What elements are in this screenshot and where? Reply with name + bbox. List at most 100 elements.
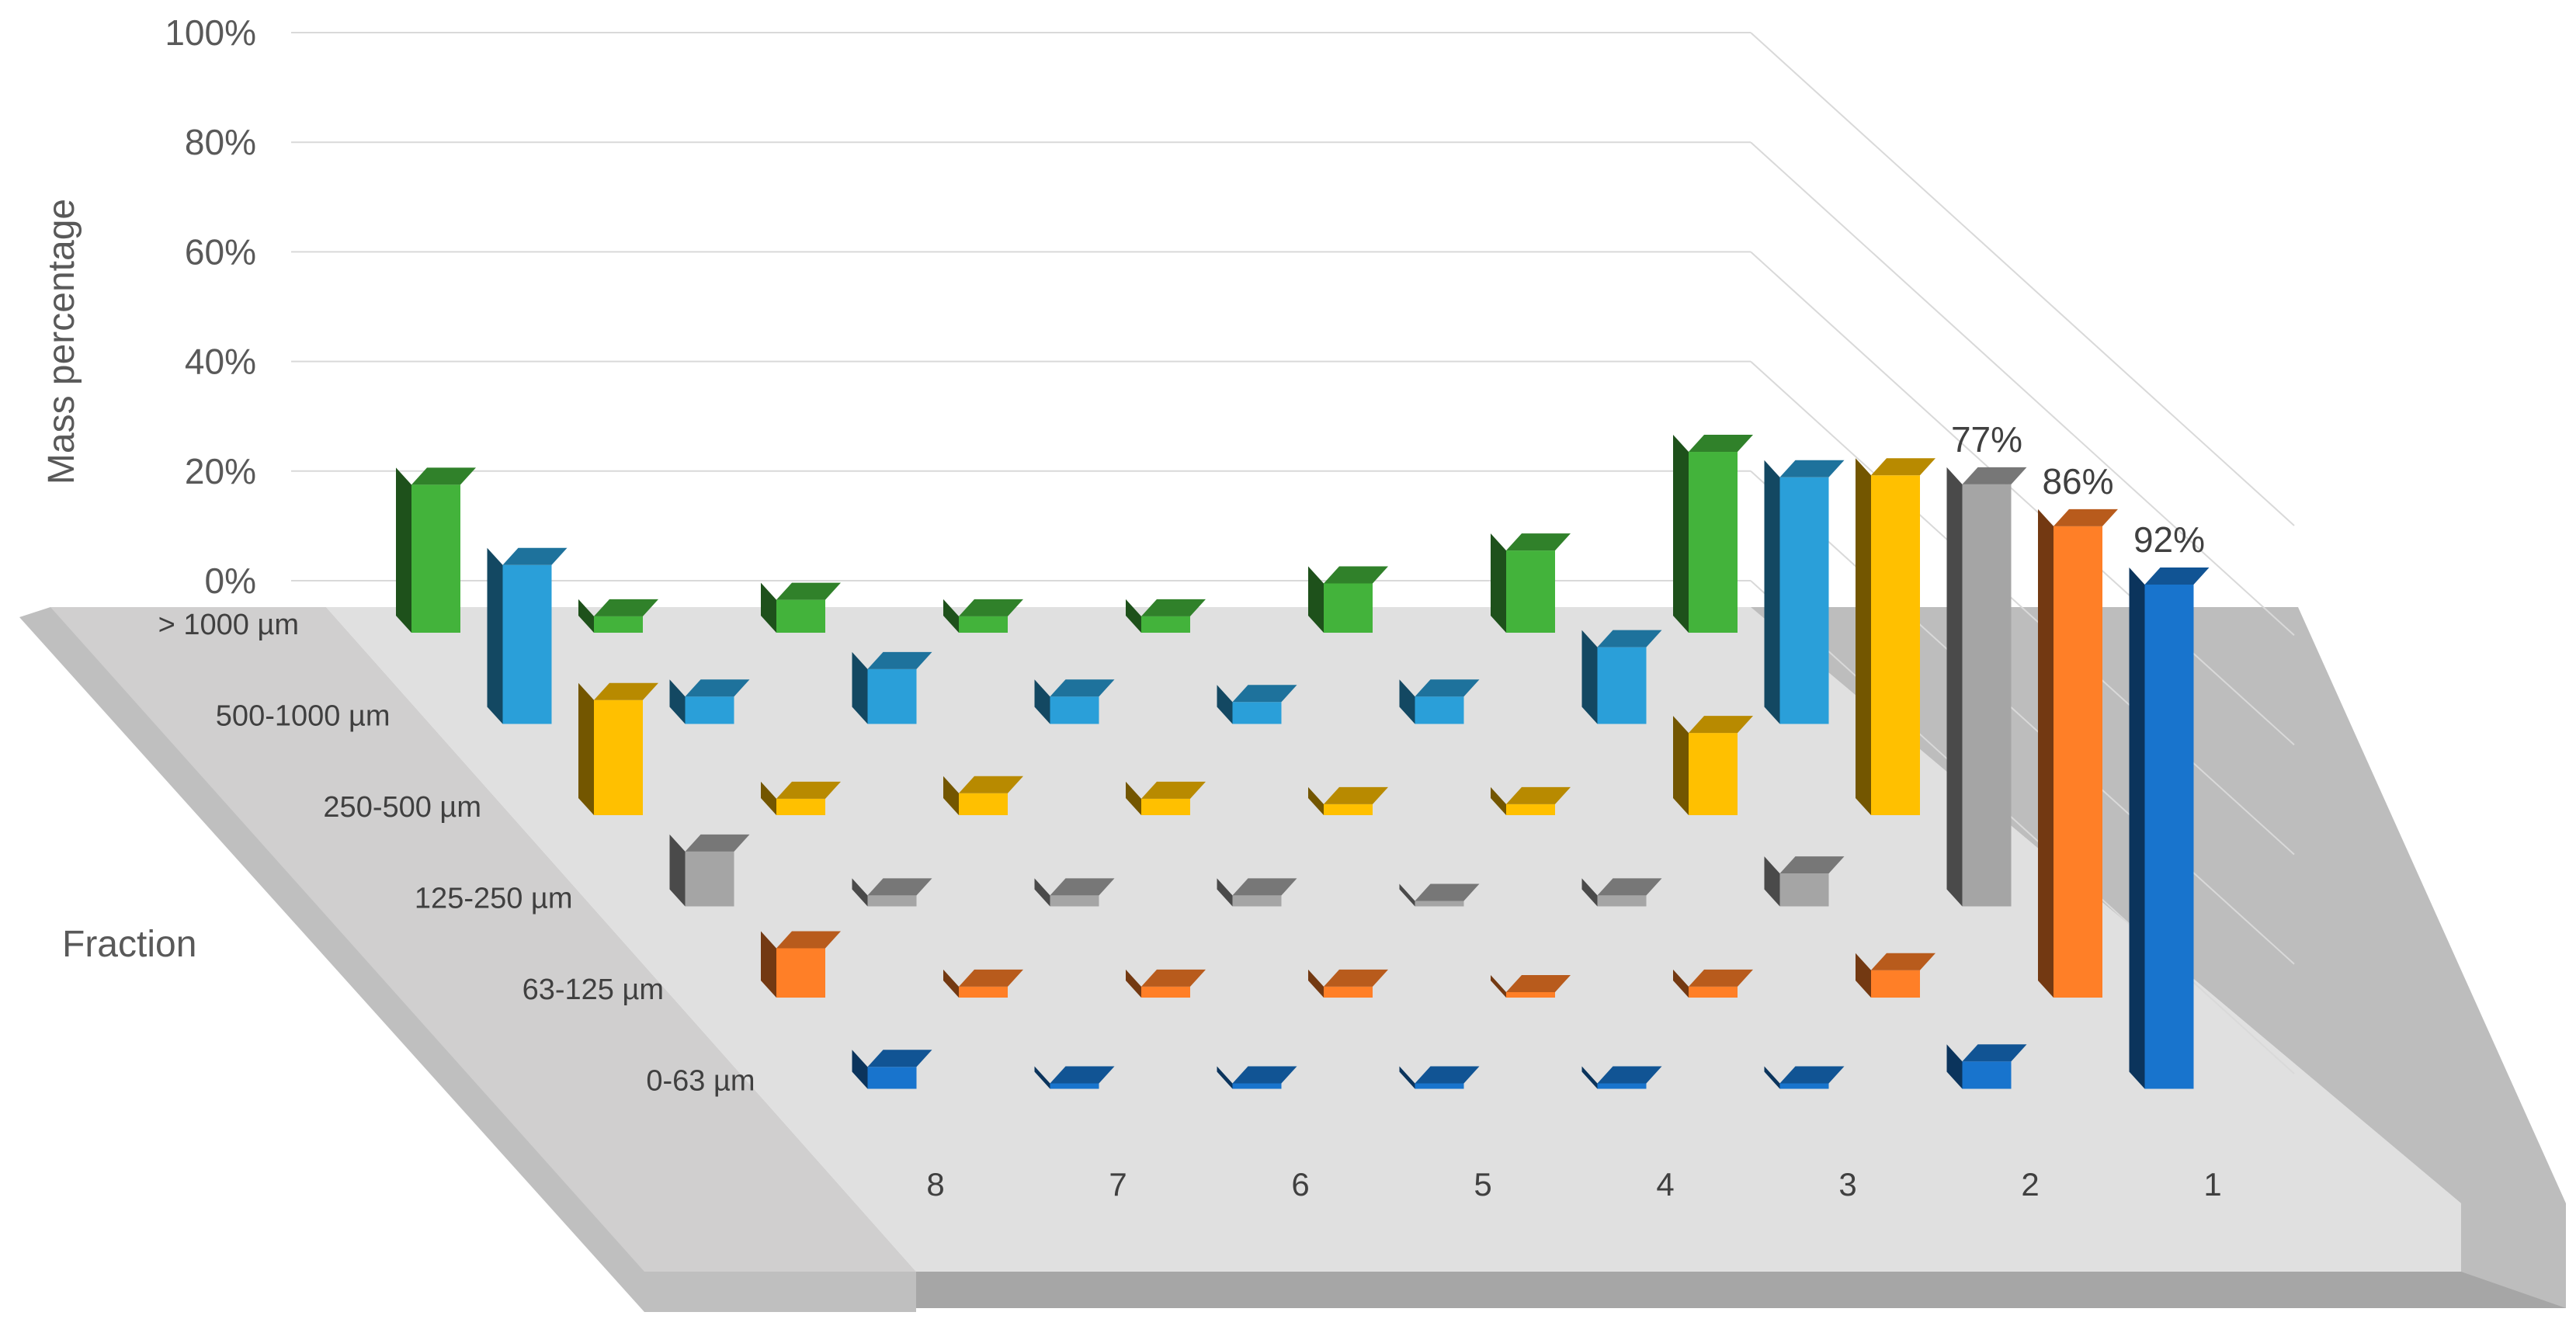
y-axis-ticks: 0% 20% 40% 60% 80% 100% [165,12,256,601]
bar-top [1871,458,1935,476]
bar-top [1506,786,1571,804]
series-label: 0-63 µm [646,1065,755,1098]
bar-front [1689,452,1738,633]
bar-top [1050,878,1115,896]
bar [1399,1066,1480,1089]
bar [2129,567,2210,1089]
bar-top [1779,856,1845,874]
bar [1946,467,2027,907]
bar-side [1673,435,1689,633]
bar-top [959,599,1023,616]
bar-front [1689,733,1738,815]
gridline-side [1750,251,2295,746]
bar-side [852,651,868,724]
bar-front [1324,804,1373,815]
category-label: 6 [1291,1166,1309,1203]
bar-top [411,467,476,485]
bar-side [1581,1066,1598,1089]
bar-top [1324,969,1388,987]
bar [1217,1066,1297,1089]
bar-front [1871,970,1920,998]
bar-side [1308,786,1324,815]
category-labels: 8 7 6 5 4 3 2 1 [926,1166,2221,1203]
bar-front [1962,484,2012,907]
bar [943,599,1023,633]
bar-front [959,616,1008,633]
bar-front [502,564,552,724]
bar [1217,685,1297,724]
bar-side [1399,883,1415,907]
row-labels: > 1000 µm 500-1000 µm 250-500 µm 125-250 µm… [158,609,755,1098]
series-label: 63-125 µm [522,974,664,1006]
bar-front [1506,991,1555,998]
bar-side [1491,533,1506,633]
bar-front [1871,475,1920,815]
bar-front [685,851,734,907]
y-tick-label: 60% [185,231,256,272]
bar-top [1141,781,1206,799]
bar-front [959,986,1008,998]
bar-side [669,679,686,724]
floor-left-band [50,607,916,1272]
bar-front [1324,583,1373,633]
bar-side [852,878,868,907]
bar [1126,599,1206,633]
bar [852,1050,932,1089]
bar-side [761,931,776,998]
series-axis-title: Fraction [62,924,196,965]
bar-side [1126,599,1141,633]
bar [1217,878,1297,907]
y-tick-label: 0% [205,561,256,601]
bar-top [1689,435,1753,453]
bar-top [1232,685,1297,703]
bar [669,834,750,907]
bar [852,651,932,724]
bar [1673,435,1753,633]
bar [669,679,750,724]
bar-top [867,651,932,669]
bar-front [776,798,825,815]
gridline-side [1750,141,2295,636]
bar-side [1217,1066,1233,1089]
bar [1673,716,1753,815]
bar [1491,974,1571,998]
bar-front [776,599,825,633]
bar-side [1217,878,1233,907]
bar-top [1962,467,2027,484]
category-label: 5 [1474,1166,1491,1203]
bar [578,599,658,633]
bar-top [1871,953,1935,970]
bar-side [943,776,959,815]
data-labels: 77% 86% 92% [1951,419,2205,560]
bar [1673,969,1753,998]
bar-top [1324,566,1388,584]
category-label: 8 [926,1166,944,1203]
bar-top [776,781,841,799]
bar-front [867,1067,917,1089]
bar-top [959,776,1023,793]
bar-front [1506,550,1555,633]
bar [396,467,476,633]
bar-front [1597,895,1647,907]
bar [761,931,841,998]
bar-top [594,682,658,700]
bar-side [1581,630,1598,724]
bar-side [1581,878,1598,907]
bar-top [1689,969,1753,987]
y-tick-label: 100% [165,12,256,53]
bar-front [1962,1061,2012,1089]
bar [1034,1066,1115,1089]
bar-top [1415,1066,1480,1084]
bar-top [502,547,568,565]
bar [1308,566,1388,633]
data-label: 86% [2042,461,2113,502]
bar-side [1856,953,1871,998]
bar-side [1399,1066,1415,1089]
bar [1856,953,1935,998]
gridlines [291,32,2295,1074]
bar [761,781,841,815]
bar [1856,458,1935,815]
bar [1308,786,1388,815]
bar-side [1491,974,1506,998]
